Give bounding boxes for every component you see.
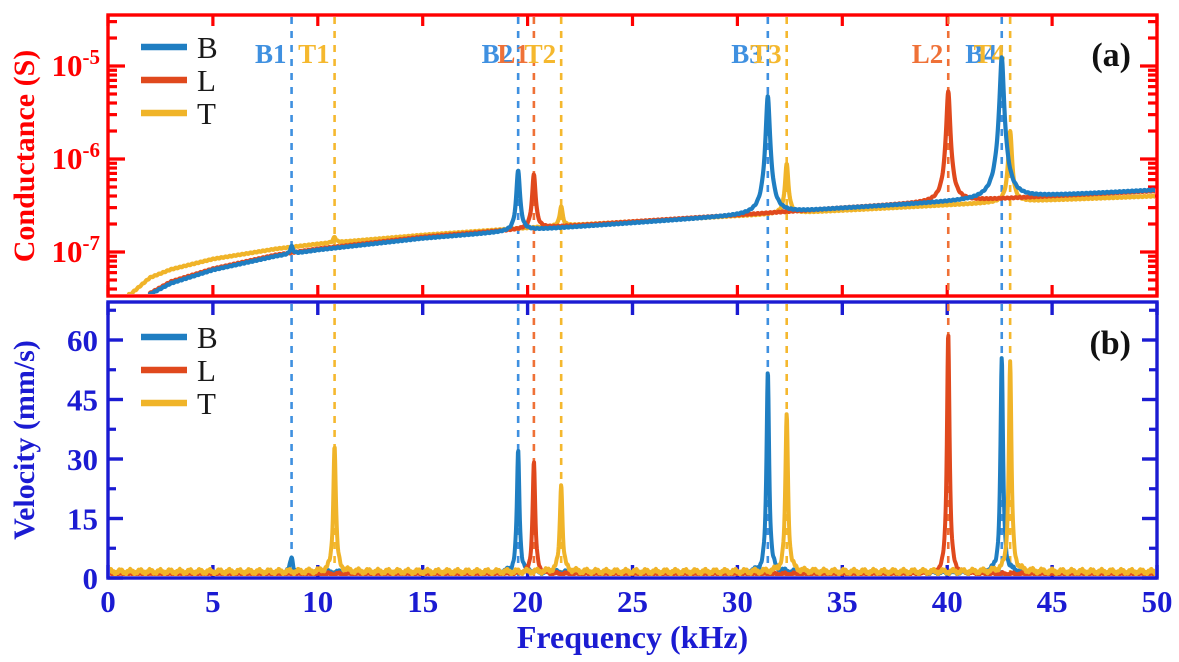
legend-a-label-t: T (197, 96, 216, 131)
xtick-label: 40 (932, 584, 963, 619)
xtick-label: 45 (1037, 584, 1068, 619)
panel-a-legend: BLT (141, 30, 218, 131)
panel-a-ytick-label: 10-6 (52, 138, 101, 176)
marker-label-b4: B4 (965, 39, 997, 69)
panel-b: 0 5 10 15 20 25 30 35 40 45 50 0 15 30 45 60 Velocity (m… (8, 300, 1173, 619)
xtick-label: 30 (722, 584, 753, 619)
marker-label-t2: T2 (525, 39, 557, 69)
legend-b-label-b: B (197, 320, 218, 355)
panel-a-curves (126, 55, 1155, 294)
panel-b-ytick-label: 60 (67, 323, 98, 358)
xtick-label: 10 (302, 584, 333, 619)
panel-label-b: (b) (1089, 325, 1131, 362)
panel-a-ytick-label: 10-5 (52, 45, 101, 83)
panel-b-series-b (110, 356, 1155, 576)
xtick-label: 35 (827, 584, 858, 619)
panel-b-ytick-label: 30 (67, 442, 98, 477)
panel-b-curves (110, 333, 1155, 576)
marker-label-t3: T3 (750, 39, 782, 69)
legend-a-label-l: L (197, 63, 216, 98)
marker-label-b3: B3 (731, 39, 763, 69)
panel-a-ylabel: Conductance (S) (8, 50, 41, 263)
panel-label-a: (a) (1091, 37, 1131, 74)
panel-a: 10-5 10-6 10-7 Conductance (S) (8, 13, 1159, 298)
marker-label-l2: L2 (912, 39, 944, 69)
xtick-label: 0 (100, 584, 116, 619)
panel-b-ylabel: Velocity (mm/s) (8, 340, 41, 540)
xtick-label: 50 (1142, 584, 1173, 619)
xtick-label: 20 (512, 584, 543, 619)
marker-label-l1: L1 (497, 39, 529, 69)
xaxis-label: Frequency (kHz) (517, 619, 748, 655)
xtick-label: 15 (407, 584, 438, 619)
legend-a-label-b: B (197, 30, 218, 65)
marker-label-b2: B2 (482, 39, 514, 69)
panel-b-legend: BLT (141, 320, 218, 421)
marker-label-b1: B1 (255, 39, 287, 69)
panel-b-ytick-label: 45 (67, 383, 98, 418)
panel-b-ytick-label: 15 (67, 502, 98, 537)
legend-b-label-t: T (197, 386, 216, 421)
legend-b-label-l: L (197, 353, 216, 388)
xtick-label: 5 (205, 584, 221, 619)
xtick-label: 25 (617, 584, 648, 619)
marker-label-t1: T1 (298, 39, 330, 69)
panel-a-ytick-label: 10-7 (52, 231, 101, 269)
panel-b-series-t (110, 359, 1155, 576)
panel-a-series-b (147, 55, 1155, 294)
panel-b-ytick-label: 0 (83, 561, 99, 596)
